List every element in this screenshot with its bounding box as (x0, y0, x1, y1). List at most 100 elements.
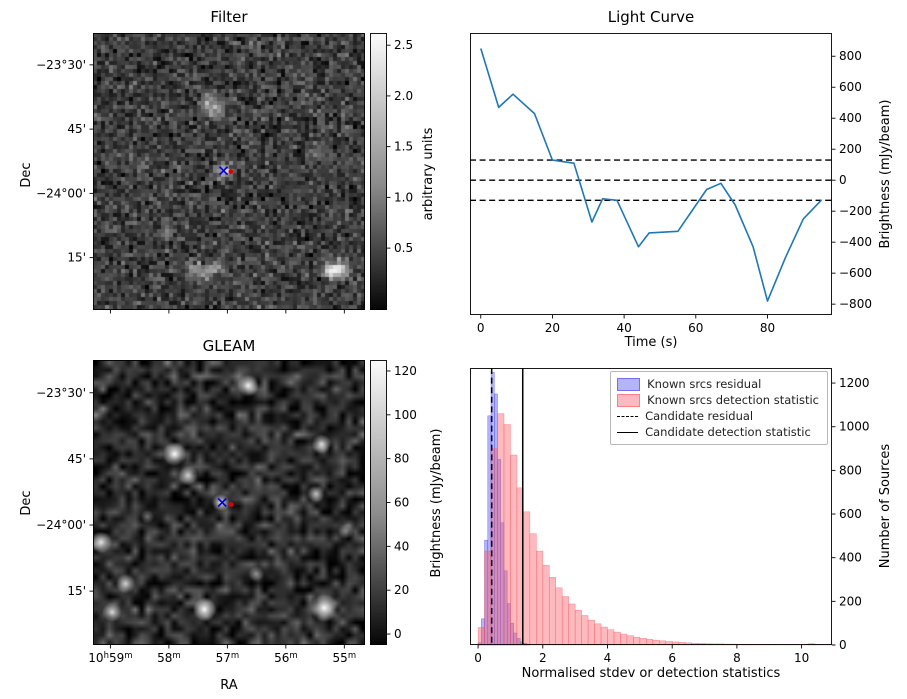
histogram-bar (526, 643, 531, 646)
histogram-bar (639, 637, 647, 646)
histogram-bar (697, 643, 705, 646)
tick-label: 40 (616, 321, 631, 335)
lightcurve-line (480, 48, 822, 302)
tick-label: 60 (688, 321, 703, 335)
tick-label: 0 (477, 321, 485, 335)
tick-label: 600 (839, 80, 862, 94)
tick-label: 15' (67, 251, 86, 265)
histogram-bar (484, 550, 492, 646)
gleam-title: GLEAM (203, 337, 256, 355)
tick-label: −24°00' (36, 186, 86, 200)
histogram-bar (671, 641, 679, 646)
tick-label: 45' (67, 122, 86, 136)
tick-label: 600 (839, 507, 862, 521)
gleam-image (93, 360, 365, 645)
histogram-bar (665, 641, 673, 646)
histogram-series-1 (477, 413, 835, 646)
histogram-bar (587, 619, 595, 646)
lightcurve-spine (470, 33, 832, 315)
tick-label: 400 (839, 111, 862, 125)
tick-label: 58m (157, 651, 181, 665)
tick-label: 15' (67, 584, 86, 598)
tick-label: 80 (394, 452, 409, 466)
histogram-bar (613, 631, 621, 646)
histogram-bar (723, 643, 731, 646)
filter-image (93, 33, 365, 310)
histogram-bar (555, 587, 563, 646)
histogram-xlabel: Normalised stdev or detection statistics (522, 666, 781, 681)
histogram-bar (549, 577, 556, 646)
histogram-bar (659, 640, 666, 646)
histogram-bar (600, 626, 608, 646)
histogram-bar (490, 371, 495, 646)
histogram-bar (652, 639, 660, 646)
tick-label: 200 (839, 594, 862, 608)
gleam-ylabel: Dec (19, 490, 34, 515)
histogram-bar (807, 643, 815, 646)
histogram-bar (510, 622, 514, 646)
tick-label: −23°30' (36, 58, 86, 72)
histogram-bar (691, 643, 699, 646)
filter-ylabel: Dec (19, 162, 34, 187)
legend-item-known-detection: Known srcs detection statistic (617, 392, 819, 408)
histogram-ylabel: Number of Sources (878, 444, 893, 569)
histogram-bar (542, 565, 550, 646)
tick-label: 1200 (839, 376, 870, 390)
histogram-bar (574, 610, 582, 646)
tick-label: 57m (216, 651, 240, 665)
histogram-bar (477, 642, 482, 646)
histogram-bar (484, 539, 489, 646)
histogram-bar (717, 643, 725, 646)
histogram-bar (523, 511, 531, 646)
legend-item-candidate-residual: Candidate residual (617, 408, 819, 424)
histogram-bar (704, 643, 712, 646)
histogram-bar (678, 642, 686, 646)
histogram-bar (536, 550, 544, 646)
legend-dashed-line-icon (617, 415, 639, 417)
histogram-bar (607, 629, 615, 646)
filter-colorbar (370, 33, 387, 310)
tick-label: 0.5 (394, 241, 413, 255)
histogram-bar (620, 633, 628, 646)
histogram-bar (646, 639, 654, 646)
tick-label: 10h59m (88, 651, 132, 665)
lightcurve-title: Light Curve (608, 8, 694, 26)
histogram-bar (487, 415, 492, 646)
histogram-series-0 (477, 371, 531, 646)
filter-title: Filter (210, 8, 248, 26)
tick-label: 60 (394, 496, 409, 510)
histogram-bar (497, 459, 501, 646)
tick-label: −23°30' (36, 386, 86, 400)
tick-label: 120 (394, 364, 417, 378)
legend-label: Candidate detection statistic (645, 425, 811, 439)
tick-label: 56m (274, 651, 298, 665)
histogram-bar (684, 642, 692, 646)
gleam-colorbar (370, 360, 387, 645)
tick-label: 1.0 (394, 190, 413, 204)
histogram-bar (510, 454, 518, 646)
histogram-bar (568, 603, 576, 646)
tick-label: −400 (839, 235, 872, 249)
histogram-bar (730, 643, 738, 646)
gleam-colorbar-label: Brightness (mJy/beam) (429, 429, 444, 578)
tick-label: 8 (733, 651, 741, 665)
histogram-bar (500, 522, 505, 646)
tick-label: 20 (545, 321, 560, 335)
legend-item-known-residual: Known srcs residual (617, 376, 819, 392)
histogram-bar (516, 638, 521, 646)
histogram-bar (633, 636, 641, 646)
tick-label: 45' (67, 452, 86, 466)
histogram-bar (561, 596, 569, 646)
histogram-bar (503, 424, 511, 646)
histogram-bar (710, 643, 718, 646)
tick-label: 1.5 (394, 140, 413, 154)
tick-label: 80 (760, 321, 775, 335)
tick-label: −24°00' (36, 518, 86, 532)
histogram-bar (481, 618, 485, 646)
histogram-bar (506, 603, 511, 646)
tick-label: 1000 (839, 420, 870, 434)
histogram-bar (490, 448, 498, 646)
tick-label: 0 (394, 627, 402, 641)
tick-label: −200 (839, 204, 872, 218)
tick-label: 2 (539, 651, 547, 665)
